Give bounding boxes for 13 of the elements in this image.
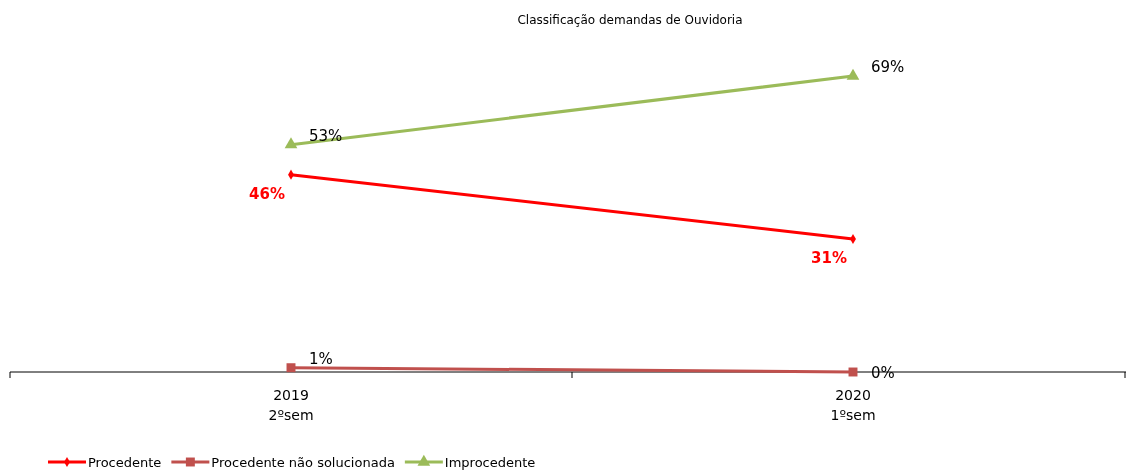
data-label: 46% [249, 184, 285, 203]
data-label: 69% [871, 58, 905, 76]
point [286, 363, 296, 373]
legend-label: Procedente [88, 455, 162, 470]
data-label: 31% [811, 249, 847, 268]
x-tick-label: 2019 2ºsem [268, 387, 314, 423]
chart-title: Classificação demandas de Ouvidoria [517, 13, 743, 27]
x-tick-label: 2020 1ºsem [830, 387, 876, 423]
data-label: 0% [871, 364, 895, 382]
legend-label: Procedente não solucionada [211, 455, 395, 470]
data-label: 1% [309, 349, 333, 368]
legend-label: Improcedente [444, 455, 536, 470]
data-label: 53% [309, 126, 343, 145]
